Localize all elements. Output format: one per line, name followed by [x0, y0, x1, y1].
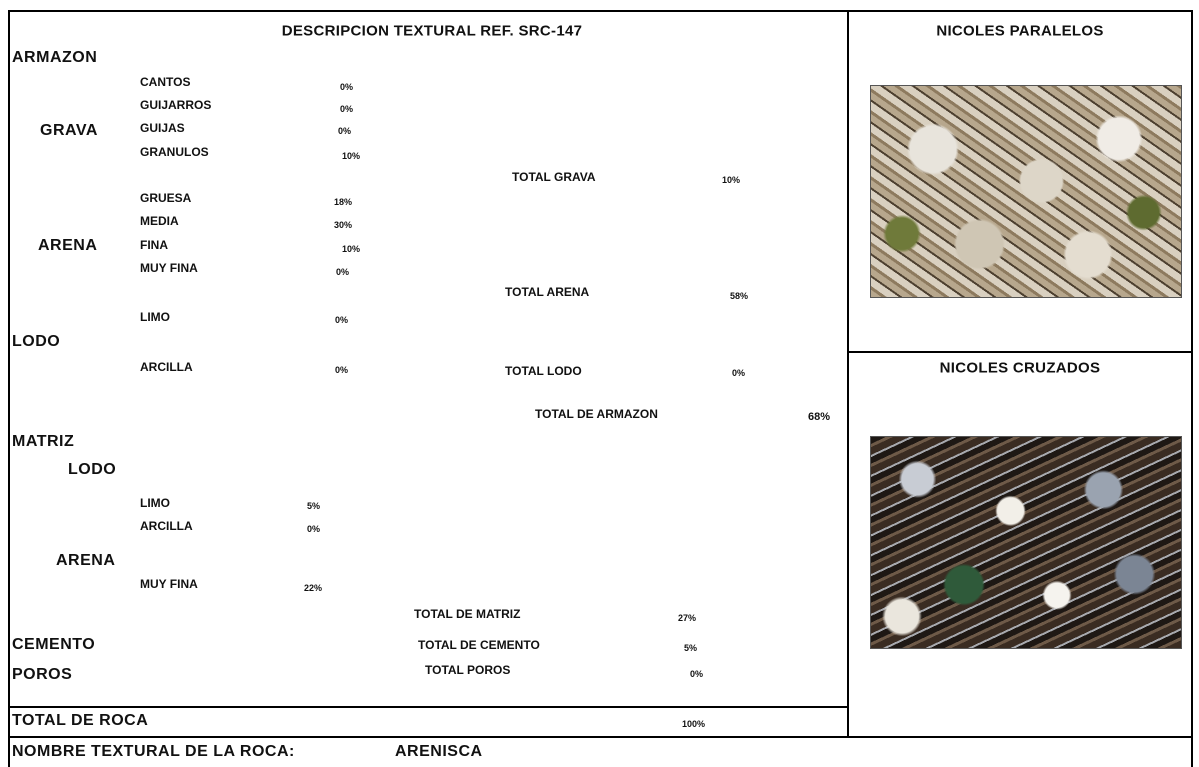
- item-name: FINA: [140, 238, 168, 252]
- group-label: GRAVA: [40, 122, 98, 139]
- total-value: 0%: [732, 368, 746, 378]
- group-label: LODO: [68, 461, 117, 478]
- section-label: ARMAZON: [12, 49, 98, 66]
- total-label: TOTAL DE CEMENTO: [418, 638, 540, 652]
- section-label: POROS: [12, 666, 73, 683]
- group-label: LODO: [12, 333, 61, 350]
- border: [847, 351, 1193, 353]
- item-name: GRUESA: [140, 191, 192, 205]
- item-name: MUY FINA: [140, 261, 198, 275]
- item-value: 0%: [307, 524, 321, 534]
- item-value: 0%: [340, 104, 354, 114]
- item-name: ARCILLA: [140, 360, 193, 374]
- total-label: TOTAL POROS: [425, 663, 511, 677]
- item-value: 0%: [340, 82, 354, 92]
- item-value: 22%: [304, 583, 323, 593]
- micrograph: [870, 436, 1182, 649]
- total-value: 5%: [684, 643, 698, 653]
- item-name: MUY FINA: [140, 577, 198, 591]
- item-name: LIMO: [140, 496, 170, 510]
- item-name: GUIJARROS: [140, 98, 212, 112]
- total-value: 0%: [690, 669, 704, 679]
- border: [8, 736, 1193, 738]
- group-label: ARENA: [56, 552, 116, 569]
- total-label: TOTAL DE ARMAZON: [535, 407, 658, 421]
- total-value: 58%: [730, 291, 749, 301]
- border: [8, 10, 10, 767]
- total-label: TOTAL DE MATRIZ: [414, 607, 521, 621]
- item-value: 10%: [342, 151, 361, 161]
- item-name: CANTOS: [140, 75, 191, 89]
- name-label: NOMBRE TEXTURAL DE LA ROCA:: [12, 743, 295, 760]
- total-value: 68%: [808, 411, 831, 423]
- border: [8, 10, 1193, 12]
- total-label: TOTAL LODO: [505, 364, 582, 378]
- item-value: 18%: [334, 197, 353, 207]
- image-title: NICOLES CRUZADOS: [939, 359, 1101, 377]
- title: DESCRIPCION TEXTURAL REF. SRC-147: [281, 22, 583, 40]
- border: [8, 706, 848, 708]
- total-value: 10%: [722, 175, 741, 185]
- section-label: CEMENTO: [12, 636, 96, 653]
- item-value: 30%: [334, 220, 353, 230]
- item-value: 10%: [342, 244, 361, 254]
- item-name: MEDIA: [140, 214, 179, 228]
- total-label: TOTAL GRAVA: [512, 170, 596, 184]
- item-value: 0%: [338, 126, 352, 136]
- border: [1191, 10, 1193, 767]
- item-value: 0%: [335, 365, 349, 375]
- micrograph: [870, 85, 1182, 298]
- item-name: GUIJAS: [140, 121, 185, 135]
- total-label: TOTAL DE ROCA: [12, 712, 149, 729]
- item-value: 0%: [335, 315, 349, 325]
- item-value: 5%: [307, 501, 321, 511]
- group-label: ARENA: [38, 237, 98, 254]
- total-label: TOTAL ARENA: [505, 285, 590, 299]
- image-title: NICOLES PARALELOS: [936, 22, 1104, 40]
- total-value: 27%: [678, 613, 697, 623]
- border: [847, 10, 849, 738]
- item-name: ARCILLA: [140, 519, 193, 533]
- item-name: LIMO: [140, 310, 170, 324]
- item-name: GRANULOS: [140, 145, 209, 159]
- section-label: MATRIZ: [12, 433, 75, 450]
- name-value: ARENISCA: [395, 743, 483, 760]
- item-value: 0%: [336, 267, 350, 277]
- total-value: 100%: [682, 719, 706, 729]
